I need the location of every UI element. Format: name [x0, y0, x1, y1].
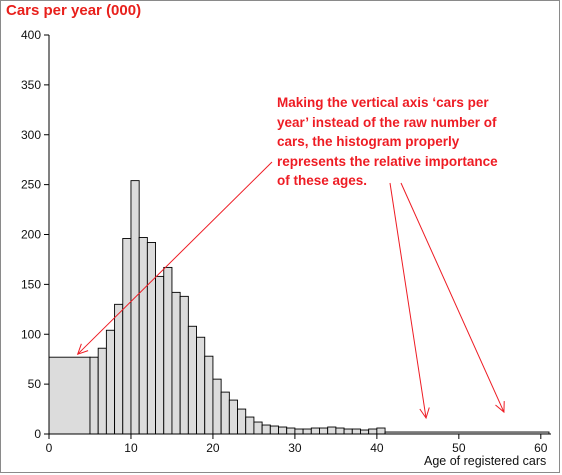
histogram-bar-19 [237, 408, 247, 435]
histogram-bar-15 [204, 355, 214, 435]
y-tick-label-100: 100 [21, 327, 41, 341]
histogram-bar-30 [327, 426, 337, 435]
histogram-bar-31 [335, 427, 345, 435]
annotation-arrows [76, 161, 505, 420]
histogram-bar-9 [155, 275, 165, 435]
y-tick-label-300: 300 [21, 128, 41, 142]
histogram-bar-28 [310, 427, 320, 435]
annotation-arrowhead-2 [495, 401, 505, 414]
x-tick-label-10: 10 [124, 441, 138, 455]
y-tick-label-50: 50 [28, 377, 42, 391]
histogram-bar-17 [220, 391, 230, 435]
y-tick-label-150: 150 [21, 277, 41, 291]
chart-title: Cars per year (000) [6, 2, 142, 19]
annotation-arrowhead-0 [76, 343, 89, 356]
histogram-bar-8 [146, 242, 157, 435]
histogram-bar-21 [253, 421, 263, 435]
histogram-bars [48, 180, 550, 435]
histogram-bar-20 [245, 416, 255, 435]
y-tick-label-250: 250 [21, 178, 41, 192]
histogram-bar-27 [302, 428, 312, 435]
histogram-bar-26 [294, 428, 304, 435]
histogram-bar-7 [138, 237, 148, 435]
histogram-bar-6 [130, 180, 140, 435]
histogram-bar-10 [163, 266, 173, 435]
histogram-bar-12 [179, 295, 189, 435]
annotation-arrow-2 [400, 182, 505, 413]
histogram-bar-29 [319, 427, 329, 435]
histogram-bar-32 [343, 428, 353, 435]
y-tick-label-0: 0 [34, 427, 41, 441]
axes: 0 50 100 150 200 250 300 350 400 0 10 20 30 40 50 60 [21, 28, 551, 455]
histogram-bar-0 [48, 356, 91, 435]
histogram-bar-11 [171, 291, 181, 435]
x-tick-label-40: 40 [370, 441, 384, 455]
histogram-bar-25 [286, 427, 296, 435]
histogram-bar-5 [122, 238, 132, 435]
annotation-arrowhead-1 [419, 407, 430, 420]
x-tick-label-60: 60 [534, 441, 548, 455]
annotation-arrow-1 [389, 182, 427, 419]
histogram-bar-33 [351, 428, 361, 435]
histogram-bar-18 [228, 399, 238, 435]
histogram-bar-16 [212, 378, 222, 435]
annotation-arrow-0 [77, 161, 273, 355]
histogram-bar-35 [368, 428, 378, 435]
x-tick-label-50: 50 [452, 441, 466, 455]
histogram-bar-23 [269, 425, 279, 435]
x-tick-label-0: 0 [46, 441, 53, 455]
histogram-bar-14 [196, 336, 206, 435]
histogram-bar-1 [89, 356, 99, 435]
y-tick-label-400: 400 [21, 28, 41, 42]
histogram-bar-34 [360, 429, 370, 435]
x-tick-label-30: 30 [288, 441, 302, 455]
histogram-bar-13 [187, 325, 197, 435]
x-tick-label-20: 20 [206, 441, 220, 455]
histogram-bar-4 [114, 303, 124, 435]
x-axis-label: Age of registered cars [424, 454, 547, 468]
histogram-bar-2 [97, 347, 107, 435]
y-tick-label-350: 350 [21, 78, 41, 92]
histogram-bar-22 [261, 424, 271, 435]
histogram-bar-3 [105, 329, 116, 435]
y-tick-label-200: 200 [21, 228, 41, 242]
annotation-text: Making the vertical axis ‘cars per year’… [277, 95, 498, 188]
histogram-bar-24 [278, 426, 288, 435]
histogram-bar-36 [376, 427, 386, 435]
